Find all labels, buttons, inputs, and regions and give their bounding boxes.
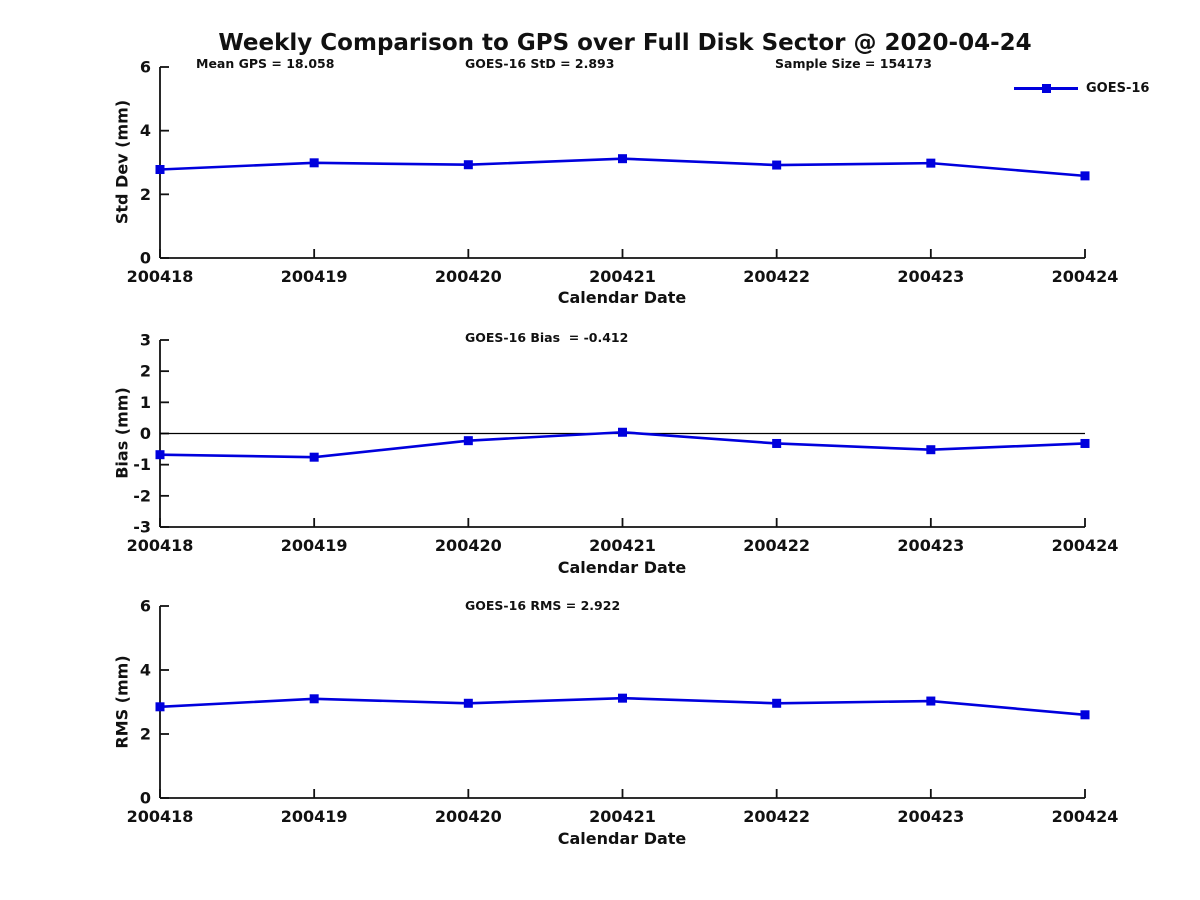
data-point-marker <box>463 160 473 170</box>
data-point-marker <box>618 693 627 703</box>
x-tick-label: 200423 <box>897 536 964 555</box>
x-tick-label: 200422 <box>743 267 810 286</box>
y-tick-label: 2 <box>140 362 151 381</box>
data-point-marker <box>1080 710 1090 720</box>
data-point-marker <box>463 698 473 708</box>
subplot-std-dev: 0 2 4 6 200418 200419 200420 200421 200422 200423… <box>127 58 1119 287</box>
square-marker-icon <box>1042 83 1051 93</box>
data-point-marker <box>309 452 319 462</box>
x-tick-label: 200421 <box>589 267 656 286</box>
legend-label: GOES-16 <box>1086 80 1150 96</box>
subplot-bias: -3 -2 -1 0 1 2 3 200418 200419 200420 200421 200422… <box>127 331 1119 556</box>
data-point-marker <box>309 694 319 704</box>
x-tick-label: 200422 <box>743 536 810 555</box>
legend: GOES-16 <box>1014 78 1149 98</box>
data-point-marker <box>155 165 165 175</box>
x-tick-label: 200420 <box>435 267 502 286</box>
x-tick-label: 200418 <box>127 807 194 826</box>
subplot-rms: 0 2 4 6 200418 200419 200420 200421 200422 200423… <box>127 597 1119 827</box>
y-tick-label: 2 <box>140 185 151 204</box>
x-axis-label-1: Calendar Date <box>557 288 687 307</box>
data-point-marker <box>463 436 473 446</box>
y-tick-label: 1 <box>140 393 151 412</box>
y-tick-label: 2 <box>140 725 151 744</box>
x-tick-label: 200418 <box>127 536 194 555</box>
y-tick-label: -2 <box>133 486 151 505</box>
data-point-marker <box>926 445 936 455</box>
subplot-title-bias: GOES-16 Bias = -0.412 <box>465 330 629 345</box>
x-tick-label: 200419 <box>281 807 348 826</box>
x-tick-label: 200424 <box>1052 267 1119 286</box>
legend-line-sample <box>1014 83 1078 93</box>
data-point-marker <box>618 154 627 164</box>
annotation-std: GOES-16 StD = 2.893 <box>465 56 615 71</box>
x-tick-label: 200420 <box>435 807 502 826</box>
x-tick-label: 200423 <box>897 807 964 826</box>
x-tick-label: 200423 <box>897 267 964 286</box>
data-point-marker <box>309 158 319 168</box>
data-point-marker <box>772 160 782 170</box>
y-tick-label: -1 <box>133 455 151 474</box>
x-axis-label-3: Calendar Date <box>557 829 687 848</box>
y-tick-label: 0 <box>140 249 151 268</box>
data-point-marker <box>926 158 936 168</box>
y-tick-label: 6 <box>140 58 151 77</box>
x-tick-label: 200421 <box>589 807 656 826</box>
data-point-marker <box>772 438 782 448</box>
x-tick-label: 200421 <box>589 536 656 555</box>
y-tick-label: 0 <box>140 424 151 443</box>
y-tick-label: 3 <box>140 331 151 350</box>
x-tick-label: 200419 <box>281 267 348 286</box>
x-tick-label: 200424 <box>1052 536 1119 555</box>
y-tick-label: -3 <box>133 518 151 537</box>
data-point-marker <box>155 450 165 460</box>
data-point-marker <box>772 698 782 708</box>
figure-title: Weekly Comparison to GPS over Full Disk … <box>218 30 1032 56</box>
x-axis-label-2: Calendar Date <box>557 558 687 577</box>
x-tick-label: 200422 <box>743 807 810 826</box>
x-tick-label: 200420 <box>435 536 502 555</box>
x-tick-label: 200419 <box>281 536 348 555</box>
annotation-sample-size: Sample Size = 154173 <box>775 56 932 71</box>
x-tick-label: 200424 <box>1052 807 1119 826</box>
data-point-marker <box>618 427 627 437</box>
y-tick-label: 6 <box>140 597 151 616</box>
data-point-marker <box>1080 438 1090 448</box>
y-tick-label: 4 <box>140 661 151 680</box>
subplot-title-rms: GOES-16 RMS = 2.922 <box>465 598 621 613</box>
y-tick-label: 4 <box>140 121 151 140</box>
y-tick-label: 0 <box>140 789 151 808</box>
data-point-marker <box>1080 171 1090 181</box>
data-point-marker <box>926 696 936 706</box>
x-tick-label: 200418 <box>127 267 194 286</box>
annotation-mean-gps: Mean GPS = 18.058 <box>196 56 335 71</box>
data-point-marker <box>155 702 165 712</box>
